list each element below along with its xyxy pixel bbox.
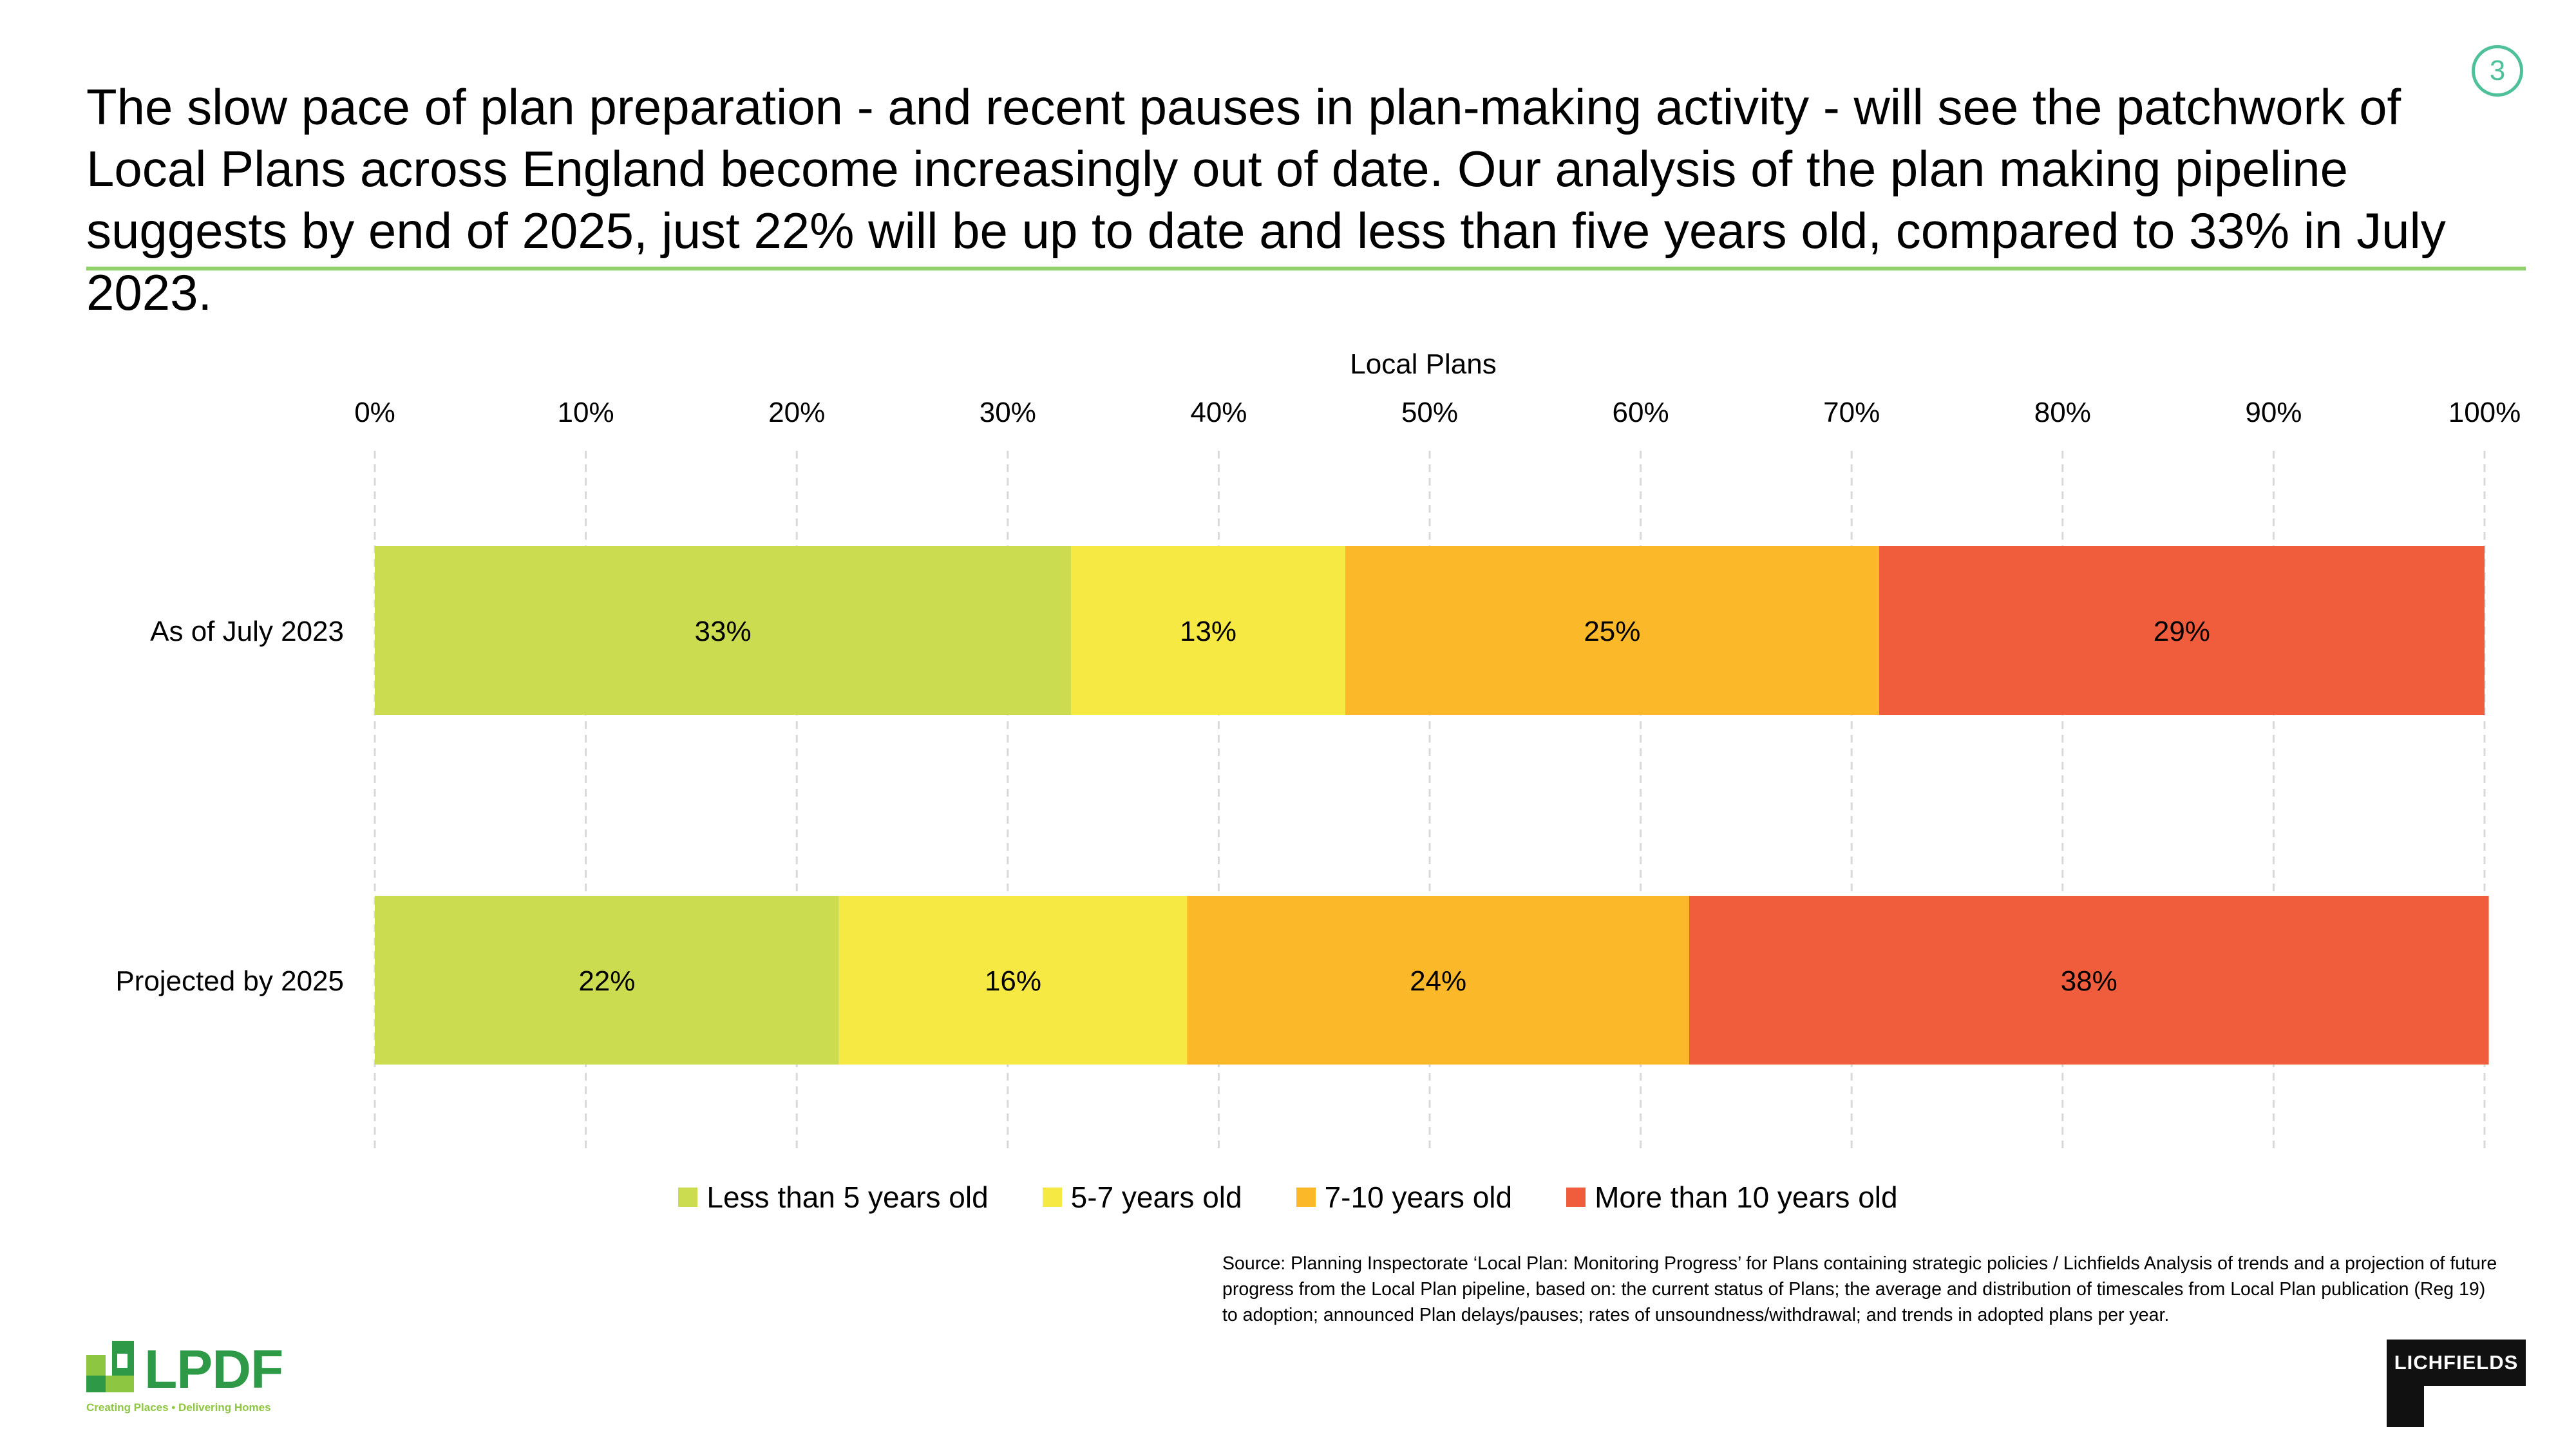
legend-label: 7-10 years old — [1324, 1180, 1513, 1214]
y-axis-categories: As of July 2023 Projected by 2025 — [115, 616, 344, 997]
data-label: 25% — [1584, 616, 1640, 647]
x-tick-label: 0% — [354, 397, 395, 428]
lichfields-wordmark: LICHFIELDS — [2387, 1340, 2526, 1386]
data-label: 22% — [578, 965, 635, 997]
legend-label: Less than 5 years old — [706, 1180, 989, 1214]
chart-bars: 33% 13% 25% 29% 22% 16% 24% 38% — [375, 546, 2489, 1065]
bar-segment — [375, 546, 1072, 715]
legend-swatch — [1566, 1188, 1586, 1207]
bar-segment — [1187, 896, 1689, 1065]
legend-swatch — [678, 1188, 698, 1207]
legend-label: More than 10 years old — [1595, 1180, 1898, 1214]
data-label: 24% — [1410, 965, 1466, 997]
bar-segment — [838, 896, 1188, 1065]
category-label: As of July 2023 — [150, 616, 344, 647]
bar-segment — [1071, 546, 1345, 715]
chart-legend: Less than 5 years old 5-7 years old 7-10 y… — [0, 1180, 2576, 1215]
data-label: 29% — [2154, 616, 2210, 647]
x-tick-label: 30% — [980, 397, 1036, 428]
x-tick-label: 80% — [2034, 397, 2091, 428]
x-tick-label: 100% — [2448, 397, 2521, 428]
legend-item: 5-7 years old — [1042, 1180, 1242, 1215]
source-note: Source: Planning Inspectorate ‘Local Pla… — [1222, 1253, 2497, 1325]
category-label: Projected by 2025 — [115, 965, 344, 997]
data-label: 13% — [1180, 616, 1236, 647]
bar-segment — [1879, 546, 2485, 715]
x-axis-ticks: 0% 10% 20% 30% 40% 50% 60% 70% 80% 90% 100% — [354, 397, 2521, 428]
x-tick-label: 10% — [558, 397, 614, 428]
lichfields-logo: LICHFIELDS — [2387, 1340, 2526, 1427]
legend-item: 7-10 years old — [1296, 1180, 1513, 1215]
legend-swatch — [1296, 1188, 1316, 1207]
title-divider — [86, 267, 2526, 270]
legend-item: Less than 5 years old — [678, 1180, 989, 1215]
legend-swatch — [1042, 1188, 1062, 1207]
data-label: 33% — [695, 616, 752, 647]
x-tick-label: 90% — [2245, 397, 2302, 428]
x-tick-label: 40% — [1190, 397, 1247, 428]
data-label: 38% — [2061, 965, 2117, 997]
bar-segment — [1689, 896, 2489, 1065]
data-label: 16% — [985, 965, 1041, 997]
legend-label: 5-7 years old — [1070, 1180, 1242, 1214]
x-tick-label: 70% — [1823, 397, 1880, 428]
lpdf-house-icon — [86, 1341, 134, 1392]
lpdf-tagline: Creating Places • Delivering Homes — [86, 1401, 271, 1414]
x-axis-title: Local Plans — [1350, 348, 1496, 380]
lichfields-logo-stem — [2387, 1386, 2424, 1427]
lpdf-logo: LPDF Creating Places • Delivering Homes — [86, 1334, 283, 1418]
x-tick-label: 20% — [768, 397, 825, 428]
x-tick-label: 60% — [1613, 397, 1669, 428]
bar-segment — [375, 896, 839, 1065]
bar-segment — [1345, 546, 1879, 715]
lpdf-wordmark: LPDF — [144, 1339, 283, 1399]
x-tick-label: 50% — [1401, 397, 1458, 428]
page-title: The slow pace of plan preparation - and … — [86, 79, 2446, 321]
stacked-bar-chart: Local Plans 0% 10% 20% 30% 40% 50% 60% 70% 80% 90… — [115, 348, 2521, 1153]
page-number-badge: 3 — [2472, 45, 2523, 97]
legend-item: More than 10 years old — [1566, 1180, 1898, 1215]
